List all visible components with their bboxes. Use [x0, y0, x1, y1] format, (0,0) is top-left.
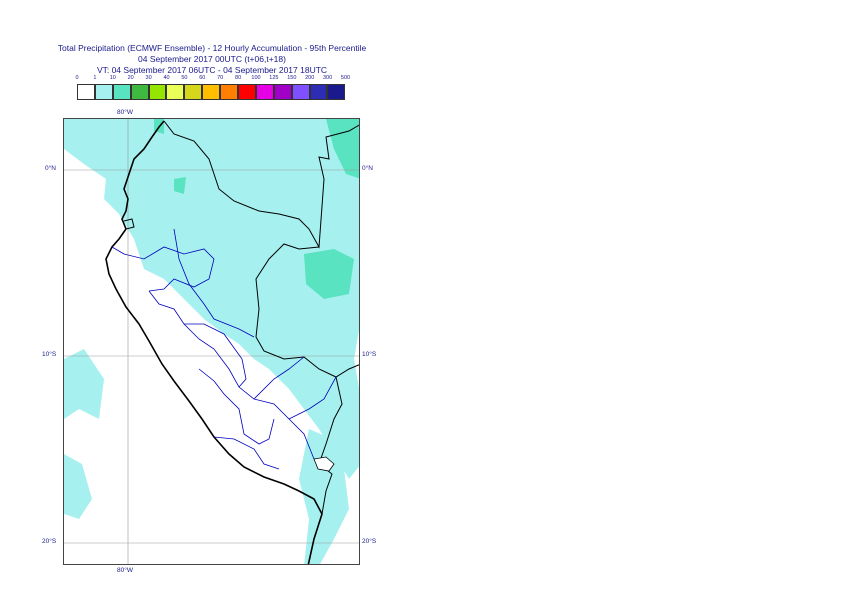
light-precip-west-patch — [64, 454, 92, 519]
legend-swatch-13 — [309, 84, 328, 100]
light-precip-north — [64, 119, 359, 479]
medium-precip-northeast — [326, 119, 359, 179]
legend-tick-3: 20 — [127, 75, 134, 81]
legend-swatch-8 — [220, 84, 239, 100]
national-border — [123, 120, 359, 515]
lake-titicaca — [313, 456, 335, 472]
lat-label-10s-left: 10°S — [42, 351, 57, 358]
lat-label-20s-left: 20°S — [42, 538, 57, 545]
medium-precip-areas — [154, 119, 359, 299]
legend-swatch-1 — [94, 84, 113, 100]
medium-precip-east — [304, 249, 354, 299]
legend-tick-9: 80 — [235, 75, 242, 81]
admin-line-4 — [184, 323, 247, 388]
legend-swatch-3 — [130, 84, 149, 100]
legend-swatch-2 — [112, 84, 131, 100]
admin-line-7 — [213, 436, 280, 470]
coastline — [105, 120, 323, 564]
light-precip-areas — [64, 119, 359, 564]
legend-swatch-12 — [291, 84, 310, 100]
lat-label-0n-left: 0°N — [45, 165, 56, 172]
legend-tick-10: 100 — [251, 75, 261, 81]
lat-label-0n-right: 0°N — [362, 165, 373, 172]
legend-tick-labels: 0 1 10 20 30 40 50 60 70 80 100 125 150 200 300 500 — [68, 75, 358, 84]
legend-tick-11: 125 — [269, 75, 279, 81]
admin-boundaries — [111, 228, 337, 470]
legend-swatch-0 — [77, 84, 95, 100]
lat-label-20s-right: 20°S — [362, 538, 377, 545]
admin-line-1 — [111, 246, 215, 292]
legend-swatch-5 — [166, 84, 185, 100]
light-precip-southwest — [64, 349, 104, 419]
legend-tick-8: 70 — [217, 75, 224, 81]
legend-color-bar — [77, 84, 346, 101]
legend-swatch-10 — [255, 84, 274, 100]
map-title: Total Precipitation (ECMWF Ensemble) - 1… — [57, 43, 367, 53]
legend-tick-1: 1 — [93, 75, 97, 81]
lon-label-bottom: 80°W — [117, 567, 133, 574]
legend-swatch-7 — [202, 84, 221, 100]
legend-tick-5: 40 — [163, 75, 170, 81]
legend-tick-2: 10 — [109, 75, 116, 81]
lon-label-top: 80°W — [117, 109, 133, 116]
admin-line-6 — [253, 356, 305, 400]
admin-line-8 — [288, 376, 337, 420]
lat-label-10s-right: 10°S — [362, 351, 377, 358]
legend-tick-14: 300 — [323, 75, 333, 81]
legend-swatch-4 — [148, 84, 167, 100]
legend-swatch-14 — [327, 84, 346, 100]
legend-swatch-11 — [273, 84, 292, 100]
legend-tick-4: 30 — [145, 75, 152, 81]
map-subtitle-validity: VT: 04 September 2017 06UTC - 04 Septemb… — [96, 65, 328, 75]
map-panel — [63, 118, 360, 565]
light-precip-south — [299, 429, 349, 564]
admin-line-2 — [173, 228, 255, 338]
legend-tick-13: 200 — [305, 75, 315, 81]
legend-tick-6: 50 — [181, 75, 188, 81]
legend-tick-15: 500 — [340, 75, 351, 81]
legend-tick-12: 150 — [287, 75, 297, 81]
legend-swatch-9 — [238, 84, 256, 100]
precipitation-map — [64, 119, 359, 564]
admin-line-5 — [198, 368, 275, 445]
map-subtitle-run: 04 September 2017 00UTC (t+06,t+18) — [138, 54, 286, 64]
medium-precip-north-patch — [174, 177, 186, 194]
legend-swatch-6 — [184, 84, 203, 100]
legend-tick-0: 0 — [75, 75, 79, 81]
legend-tick-7: 60 — [199, 75, 206, 81]
